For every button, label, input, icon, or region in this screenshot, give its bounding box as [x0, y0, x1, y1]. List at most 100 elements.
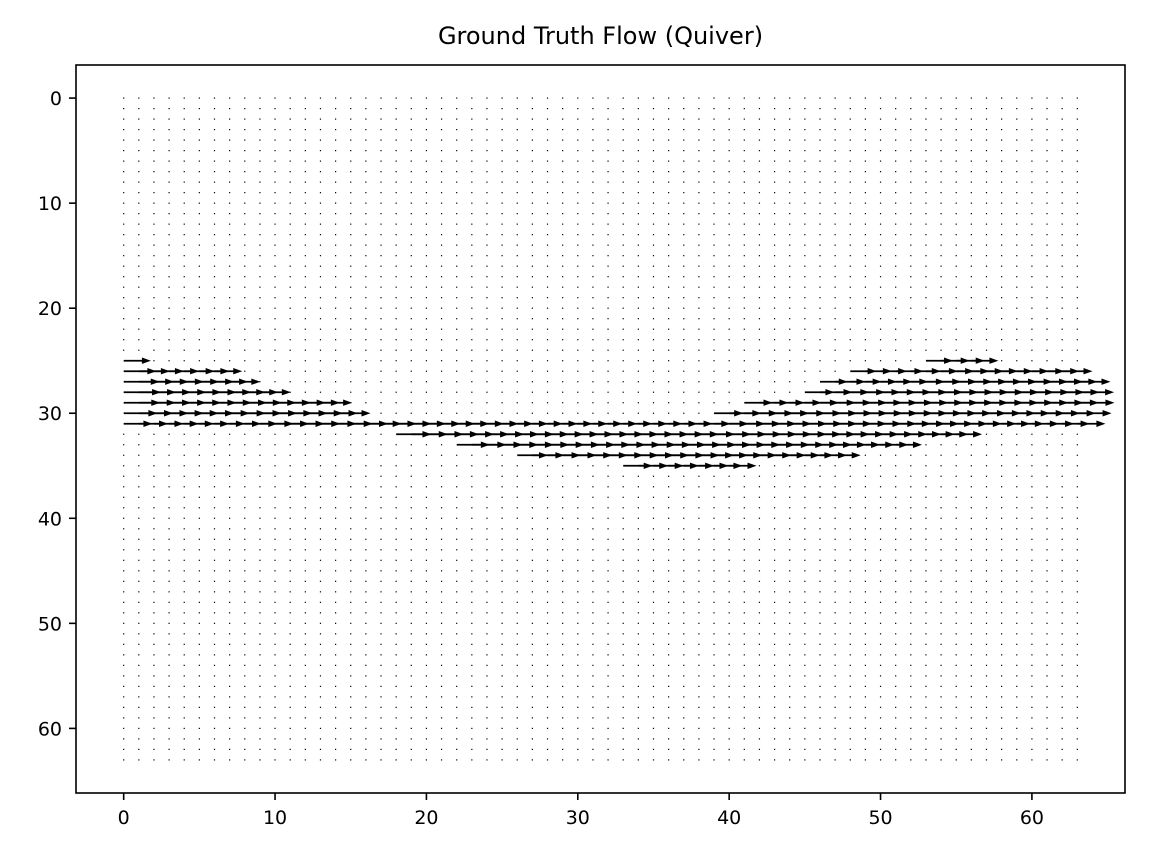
quiver-point — [668, 297, 670, 299]
quiver-point — [652, 213, 655, 215]
quiver-point — [773, 107, 776, 110]
quiver-point — [592, 549, 594, 551]
quiver-point — [1016, 633, 1018, 635]
quiver-point — [940, 517, 942, 519]
quiver-point — [698, 738, 700, 740]
quiver-point — [213, 738, 216, 740]
quiver-point — [440, 706, 443, 708]
quiver-point — [138, 349, 140, 351]
quiver-point — [607, 654, 609, 656]
quiver-point — [486, 297, 488, 299]
quiver-point — [486, 129, 488, 131]
quiver-point — [501, 528, 503, 530]
quiver-point — [289, 486, 291, 488]
quiver-point — [1061, 538, 1063, 540]
quiver-point — [380, 538, 382, 540]
quiver-point — [319, 664, 322, 666]
quiver-point — [486, 717, 488, 719]
quiver-point — [728, 339, 730, 341]
quiver-arrow — [638, 420, 668, 427]
quiver-point — [1061, 139, 1063, 141]
quiver-point — [879, 192, 882, 194]
quiver-point — [592, 202, 594, 204]
quiver-point — [335, 181, 337, 183]
quiver-point — [849, 97, 851, 99]
quiver-point — [1001, 97, 1003, 99]
quiver-point — [501, 486, 503, 488]
quiver-point — [577, 265, 579, 267]
quiver-point — [335, 507, 337, 509]
quiver-point — [698, 255, 700, 257]
quiver-point — [213, 318, 216, 320]
quiver-point — [577, 528, 579, 530]
quiver-point — [804, 748, 806, 751]
quiver-point — [985, 643, 988, 645]
quiver-point — [789, 517, 791, 519]
quiver-point — [1076, 559, 1078, 561]
quiver-point — [531, 318, 533, 320]
quiver-point — [456, 160, 458, 162]
quiver-point — [471, 181, 473, 183]
quiver-point — [198, 244, 200, 246]
quiver-point — [546, 202, 549, 204]
quiver-point — [123, 202, 125, 204]
quiver-point — [683, 297, 685, 299]
quiver-point — [1046, 664, 1048, 666]
quiver-point — [123, 591, 125, 593]
quiver-point — [864, 612, 866, 614]
quiver-point — [955, 213, 957, 215]
quiver-point — [834, 538, 836, 540]
quiver-point — [546, 748, 549, 751]
quiver-point — [274, 349, 276, 351]
quiver-point — [198, 255, 200, 257]
quiver-point — [1061, 244, 1063, 246]
quiver-point — [622, 738, 624, 740]
quiver-point — [395, 307, 397, 309]
quiver-arrow — [789, 452, 820, 459]
quiver-point — [471, 454, 473, 456]
quiver-point — [773, 318, 776, 320]
quiver-point — [985, 549, 988, 551]
quiver-point — [1001, 286, 1003, 288]
quiver-point — [773, 118, 776, 120]
quiver-point — [1031, 465, 1033, 467]
quiver-point — [637, 570, 639, 572]
quiver-point — [1076, 622, 1078, 624]
quiver-point — [456, 276, 458, 278]
quiver-point — [531, 160, 533, 162]
quiver-point — [698, 517, 700, 519]
quiver-point — [259, 370, 261, 372]
quiver-point — [804, 549, 806, 551]
quiver-point — [698, 97, 700, 99]
quiver-point — [531, 507, 533, 509]
quiver-point — [153, 444, 155, 446]
quiver-point — [698, 160, 700, 162]
quiver-point — [244, 549, 246, 551]
quiver-point — [607, 664, 609, 666]
quiver-point — [925, 297, 927, 299]
quiver-point — [864, 339, 866, 341]
quiver-point — [350, 633, 352, 635]
quiver-point — [229, 475, 231, 477]
quiver-point — [289, 517, 291, 519]
quiver-point — [637, 255, 639, 257]
quiver-point — [471, 286, 473, 288]
quiver-point — [365, 444, 367, 446]
quiver-point — [289, 444, 291, 446]
quiver-point — [683, 612, 685, 614]
quiver-point — [319, 654, 322, 656]
quiver-point — [471, 738, 473, 740]
quiver-point — [698, 612, 700, 614]
quiver-point — [380, 549, 382, 551]
quiver-point — [229, 160, 231, 162]
quiver-point — [758, 759, 761, 761]
quiver-point — [1046, 685, 1048, 687]
quiver-point — [440, 444, 443, 446]
quiver-point — [516, 202, 518, 204]
quiver-point — [592, 738, 594, 740]
quiver-point — [1061, 234, 1063, 236]
quiver-point — [864, 475, 866, 477]
quiver-point — [213, 339, 216, 341]
quiver-point — [683, 234, 685, 236]
quiver-point — [456, 580, 458, 582]
